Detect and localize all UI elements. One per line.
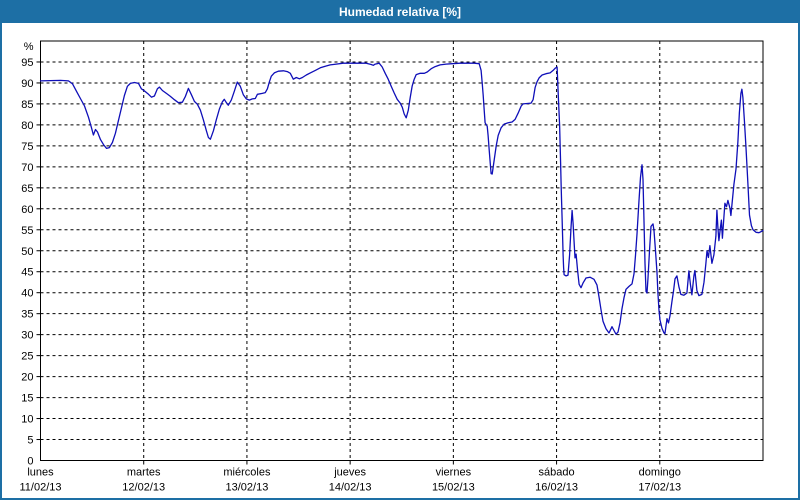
y-axis-label: 15: [21, 393, 33, 405]
x-axis-date-label: 12/02/13: [122, 482, 165, 494]
y-axis-label: 80: [21, 120, 33, 132]
y-axis-label: 45: [21, 267, 33, 279]
y-axis-label: 95: [21, 57, 33, 69]
y-axis-label: 50: [21, 246, 33, 258]
chart-area: 0 5 10 15 20 25 30 35 40 45 50 55 60 65 70 75 80 85 90 95% l…: [2, 23, 798, 498]
x-axis-date-label: 17/02/13: [638, 482, 681, 494]
x-axis-day-label: martes: [127, 467, 161, 479]
humidity-chart: 0 5 10 15 20 25 30 35 40 45 50 55 60 65 70 75 80 85 90 95% l…: [19, 40, 764, 494]
y-axis-label: 85: [21, 99, 33, 111]
y-axis-label: 35: [21, 309, 33, 321]
plot-border: [40, 40, 764, 461]
x-axis-day-label: lunes: [27, 467, 54, 479]
y-axis-label: 20: [21, 372, 33, 384]
x-axis-date-label: 11/02/13: [19, 482, 61, 494]
x-axis-day-label: miércoles: [223, 467, 271, 479]
y-axis-label: 60: [21, 204, 33, 216]
y-axis-label: 75: [21, 141, 33, 153]
y-axis-label: 5: [27, 435, 33, 447]
x-axis-day-label: viernes: [436, 467, 472, 479]
humidity-line: [39, 62, 764, 335]
y-axis-label: 25: [21, 351, 33, 363]
window-title: Humedad relativa [%]: [2, 2, 798, 23]
y-axis-label: 55: [21, 225, 33, 237]
x-axis-date-label: 13/02/13: [226, 482, 269, 494]
x-axis-date-label: 16/02/13: [535, 482, 578, 494]
y-axis-unit-label: %: [24, 41, 34, 53]
y-axis-label: 10: [21, 414, 33, 426]
y-axis-label: 0: [27, 456, 33, 468]
x-axis-day-label: jueves: [333, 467, 366, 479]
x-axis-date-label: 15/02/13: [432, 482, 475, 494]
y-axis-label: 70: [21, 162, 33, 174]
y-axis-label: 40: [21, 288, 33, 300]
x-axis-day-label: sábado: [539, 467, 575, 479]
y-axis-label: 65: [21, 183, 33, 195]
x-axis-day-label: domingo: [639, 467, 681, 479]
y-axis-label: 90: [21, 78, 33, 90]
y-axis-label: 30: [21, 330, 33, 342]
x-axis-date-label: 14/02/13: [329, 482, 372, 494]
